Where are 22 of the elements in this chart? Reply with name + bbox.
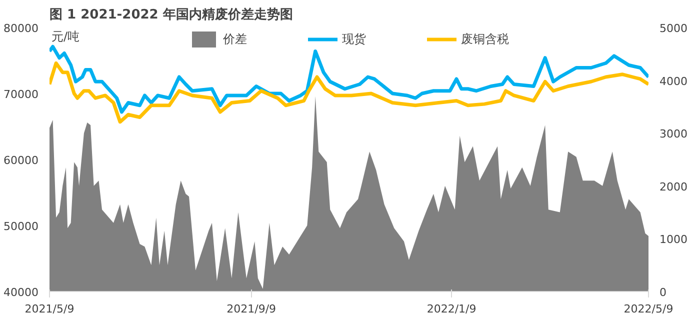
y-tick-label: 40000 [4,286,39,299]
chart-title: 图 1 2021-2022 年国内精废价差走势图 [50,6,293,22]
legend-label: 价差 [223,30,247,48]
y2-tick-label: 4000 [660,74,688,88]
line-series [50,44,648,114]
y-tick-label: 50000 [4,220,39,233]
x-tick-label: 2021/9/9 [226,302,276,316]
line-series [50,61,648,124]
y-tick-label: 60000 [4,154,39,167]
y2-tick-label: 2000 [660,180,688,194]
y2-tick-label: 3000 [660,128,688,141]
y-tick-label: 70000 [4,88,39,101]
x-tick-label: 2021/5/9 [24,302,74,316]
y2-tick-label: 5000 [660,22,688,35]
y-axis-title: 元/吨 [52,30,80,44]
y2-tick-label: 1000 [660,233,688,246]
x-tick-label: 2022/5/9 [624,302,674,316]
y2-tick-label: 0 [660,286,666,299]
legend-label: 现货 [342,30,366,48]
y-tick-label: 80000 [4,22,39,35]
legend-label: 废铜含税 [461,30,509,48]
x-tick-label: 2022/1/9 [426,302,476,316]
